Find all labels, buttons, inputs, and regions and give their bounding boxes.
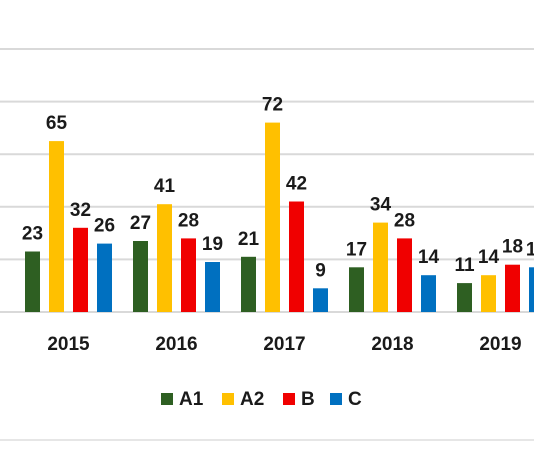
data-label-a2-2017: 72 bbox=[262, 95, 283, 116]
data-labels: 236532262741281921724291734281411141817 bbox=[22, 95, 534, 282]
bar-a2-2017 bbox=[265, 122, 280, 312]
bar-b-2017 bbox=[289, 201, 304, 312]
bar-b-2019 bbox=[505, 264, 520, 312]
data-label-a2-2015: 65 bbox=[46, 113, 68, 134]
bar-a1-2016 bbox=[133, 241, 148, 312]
category-label-2018: 2018 bbox=[371, 334, 413, 355]
bar-a2-2016 bbox=[157, 204, 172, 312]
data-label-c-2018: 14 bbox=[418, 247, 440, 268]
category-axis: 2015 2016 2017 2018 2019 bbox=[47, 334, 521, 355]
legend-swatch-c bbox=[330, 393, 342, 405]
legend-swatch-a1 bbox=[161, 393, 173, 405]
data-label-b-2018: 28 bbox=[394, 210, 415, 231]
data-label-a1-2016: 27 bbox=[130, 213, 151, 234]
bar-b-2015 bbox=[73, 227, 88, 312]
bars bbox=[25, 122, 534, 312]
bar-c-2018 bbox=[421, 275, 436, 312]
category-label-2019: 2019 bbox=[479, 334, 521, 355]
category-label-2015: 2015 bbox=[47, 334, 90, 355]
data-label-a1-2019: 11 bbox=[454, 255, 475, 276]
bar-a2-2018 bbox=[373, 222, 388, 312]
bar-b-2018 bbox=[397, 238, 412, 312]
legend-label-c: C bbox=[348, 389, 362, 410]
bar-c-2017 bbox=[313, 288, 328, 312]
legend-label-a2: A2 bbox=[240, 389, 264, 410]
legend-label-a1: A1 bbox=[179, 389, 204, 410]
data-label-c-2016: 19 bbox=[202, 234, 223, 255]
legend-swatch-a2 bbox=[222, 393, 234, 405]
bar-c-2016 bbox=[205, 262, 220, 312]
legend-label-b: B bbox=[301, 389, 315, 410]
category-label-2017: 2017 bbox=[263, 334, 305, 355]
data-label-b-2016: 28 bbox=[178, 210, 199, 231]
legend: A1 A2 B C bbox=[0, 389, 534, 441]
bar-a2-2019 bbox=[481, 275, 496, 312]
data-label-a1-2017: 21 bbox=[238, 229, 260, 250]
bar-a1-2019 bbox=[457, 283, 472, 312]
data-label-a1-2015: 23 bbox=[22, 224, 43, 245]
bar-b-2016 bbox=[181, 238, 196, 312]
bar-a2-2015 bbox=[49, 141, 64, 312]
legend-swatch-b bbox=[283, 393, 295, 405]
bar-c-2019 bbox=[529, 267, 534, 312]
bar-c-2015 bbox=[97, 243, 112, 312]
bar-a1-2015 bbox=[25, 251, 40, 312]
data-label-a2-2019: 14 bbox=[478, 247, 500, 268]
data-label-a2-2018: 34 bbox=[370, 195, 392, 216]
data-label-b-2015: 32 bbox=[70, 200, 91, 221]
data-label-c-2015: 26 bbox=[94, 216, 115, 237]
category-label-2016: 2016 bbox=[155, 334, 197, 355]
data-label-b-2019: 18 bbox=[502, 237, 523, 258]
bar-a1-2017 bbox=[241, 256, 256, 312]
data-label-c-2017: 9 bbox=[315, 260, 326, 281]
bar-a1-2018 bbox=[349, 267, 364, 312]
data-label-a1-2018: 17 bbox=[346, 239, 367, 260]
data-label-a2-2016: 41 bbox=[154, 176, 176, 197]
data-label-c-2019: 17 bbox=[526, 239, 534, 260]
data-label-b-2017: 42 bbox=[286, 174, 307, 195]
